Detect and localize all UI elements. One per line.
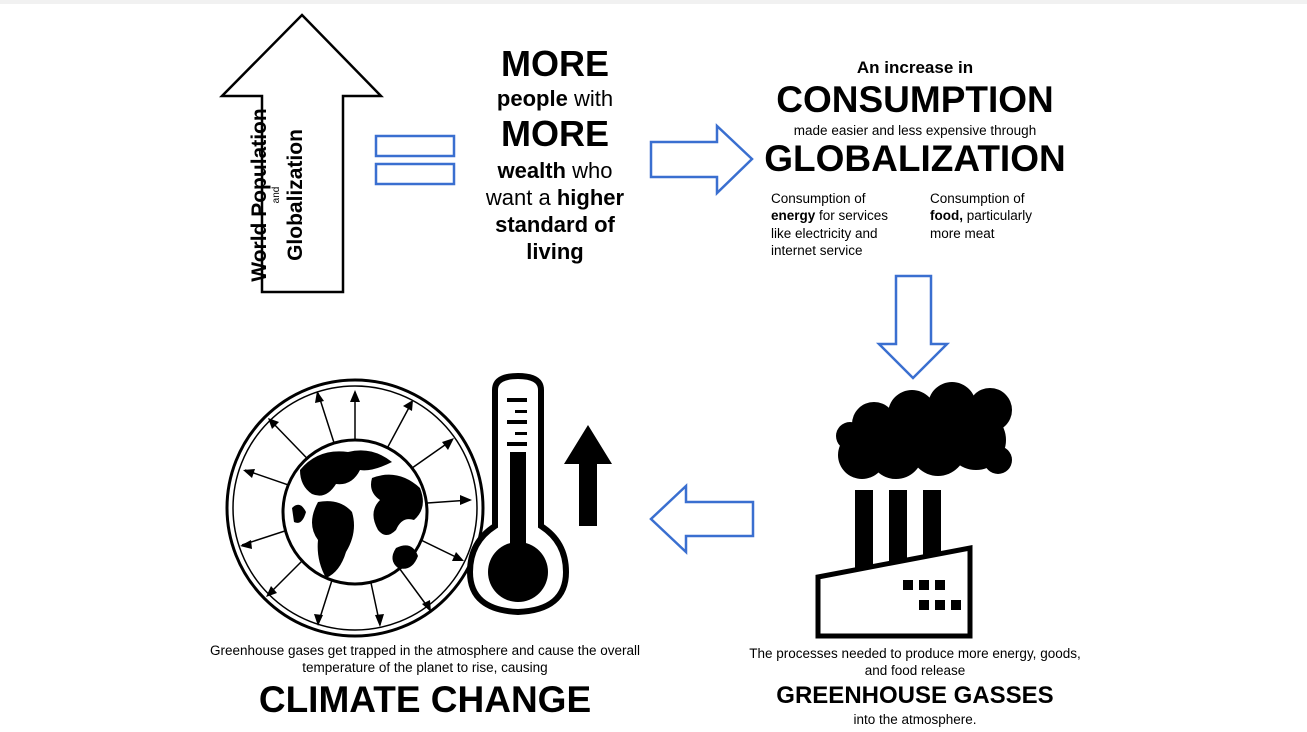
food-note: Consumption of food, particularly more me… xyxy=(930,191,1033,241)
consumption-text: An increase in CONSUMPTION made easier a… xyxy=(764,58,1066,179)
climate-change-text: Greenhouse gases get trapped in the atmo… xyxy=(209,643,641,720)
top-border xyxy=(0,0,1307,4)
more-people-text: MORE people with MORE wealth who want a … xyxy=(485,43,625,264)
energy-note: Consumption of energy for services like e… xyxy=(771,191,889,258)
greenhouse-text: The processes needed to produce more ene… xyxy=(749,646,1081,728)
